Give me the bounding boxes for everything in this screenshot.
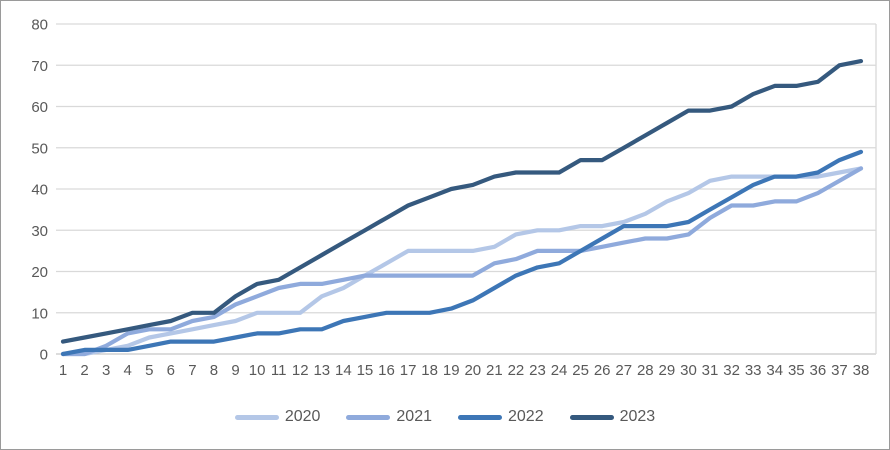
- x-tick-label: 22: [508, 362, 525, 379]
- x-tick-label: 21: [486, 362, 503, 379]
- legend-label-2022: 2022: [508, 408, 544, 425]
- x-tick-label: 14: [335, 362, 352, 379]
- x-tick-label: 23: [529, 362, 546, 379]
- x-tick-label: 18: [421, 362, 438, 379]
- y-tick-label: 0: [40, 347, 48, 364]
- x-tick-label: 19: [443, 362, 460, 379]
- legend-item-2021: 2021: [346, 409, 432, 425]
- x-tick-label: 8: [210, 362, 218, 379]
- x-tick-label: 38: [853, 362, 870, 379]
- y-tick-label: 40: [31, 182, 48, 199]
- y-tick-label: 60: [31, 99, 48, 116]
- x-tick-label: 3: [102, 362, 110, 379]
- legend-item-2022: 2022: [458, 409, 544, 425]
- legend-swatch-2023: [569, 414, 614, 420]
- legend-label-2020: 2020: [284, 408, 321, 425]
- x-tick-label: 2: [80, 362, 88, 379]
- series-line-2023: [60, 58, 864, 344]
- x-tick-label: 30: [680, 362, 697, 379]
- x-tick-label: 24: [551, 362, 568, 379]
- x-tick-label: 17: [400, 362, 417, 379]
- legend-swatch-2020: [234, 414, 279, 420]
- x-tick-label: 34: [766, 362, 783, 379]
- x-tick-label: 6: [167, 362, 175, 379]
- x-tick-label: 12: [292, 362, 309, 379]
- series-line-2020: [60, 166, 864, 357]
- x-tick-label: 28: [637, 362, 654, 379]
- legend-swatch-2021: [346, 414, 391, 420]
- x-tick-label: 11: [271, 362, 287, 379]
- legend-item-2023: 2023: [569, 408, 656, 425]
- x-tick-label: 7: [188, 362, 196, 379]
- x-tick-label: 33: [745, 362, 762, 379]
- chart-legend: 2020 2021 2022 2023: [1, 409, 889, 425]
- legend-label-2023: 2023: [619, 408, 656, 425]
- x-tick-label: 1: [59, 362, 67, 379]
- x-tick-label: 26: [594, 362, 611, 379]
- x-tick-label: 29: [659, 362, 676, 379]
- x-tick-label: 32: [723, 362, 740, 379]
- x-tick-label: 37: [831, 362, 848, 379]
- x-tick-label: 13: [313, 362, 330, 379]
- y-tick-label: 70: [31, 58, 48, 75]
- legend-swatch-2022: [458, 414, 502, 420]
- x-tick-label: 31: [702, 362, 719, 379]
- legend-item-2020: 2020: [234, 408, 321, 425]
- x-tick-label: 36: [810, 362, 827, 379]
- x-tick-label: 35: [788, 362, 805, 379]
- series-line-2021: [60, 166, 864, 357]
- y-tick-label: 50: [31, 140, 48, 157]
- y-tick-label: 30: [31, 223, 48, 240]
- y-tick-label: 10: [31, 305, 48, 322]
- y-tick-label: 20: [31, 264, 48, 281]
- x-tick-label: 16: [378, 362, 395, 379]
- y-tick-label: 80: [31, 17, 48, 34]
- x-tick-label: 5: [145, 362, 153, 379]
- x-tick-label: 9: [231, 362, 239, 379]
- x-tick-label: 10: [249, 362, 266, 379]
- x-tick-label: 20: [464, 362, 481, 379]
- series-line-2022: [60, 149, 864, 357]
- x-tick-label: 15: [357, 362, 374, 379]
- legend-label-2021: 2021: [396, 408, 432, 425]
- x-tick-label: 4: [124, 362, 132, 379]
- x-tick-label: 25: [572, 362, 589, 379]
- x-tick-label: 27: [615, 362, 632, 379]
